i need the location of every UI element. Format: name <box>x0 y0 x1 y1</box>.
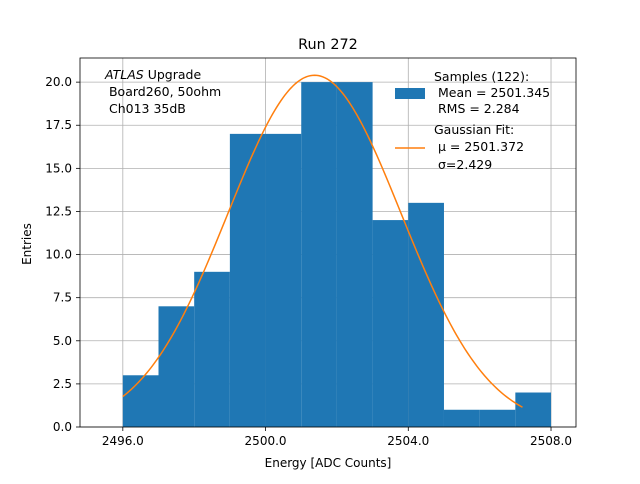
histogram-bar <box>479 409 516 427</box>
annotation-line-1: ATLAS Upgrade <box>104 67 201 82</box>
x-tick-label: 2496.0 <box>102 434 144 448</box>
histogram-bar <box>158 306 195 427</box>
y-tick-label: 20.0 <box>45 75 72 89</box>
histogram-bar <box>122 375 159 427</box>
annotation-line-3: Ch013 35dB <box>105 101 186 116</box>
legend-samples-rms: RMS = 2.284 <box>434 101 520 116</box>
y-tick-label: 7.5 <box>53 291 72 305</box>
y-tick-label: 12.5 <box>45 204 72 218</box>
histogram-bar <box>194 271 230 427</box>
histogram-bar <box>265 133 302 428</box>
x-tick-label: 2500.0 <box>245 434 287 448</box>
y-axis-label: Entries <box>20 223 34 265</box>
x-tick-label: 2508.0 <box>530 434 572 448</box>
histogram-bar <box>515 392 552 427</box>
legend-samples-swatch <box>395 88 425 99</box>
legend-fit-label: Gaussian Fit: <box>434 122 514 137</box>
histogram-bars <box>122 82 552 428</box>
histogram-bar <box>443 409 480 427</box>
axes-frame <box>79 57 577 428</box>
y-tick-label: 10.0 <box>45 248 72 262</box>
y-tick-label: 17.5 <box>45 118 72 132</box>
annotation-atlas-italic: ATLAS <box>104 67 144 82</box>
x-axis-ticks: 2496.0 2500.0 2504.0 2508.0 <box>102 427 572 448</box>
histogram-bar <box>301 82 337 427</box>
y-axis-ticks: 0.0 2.5 5.0 7.5 10.0 12.5 15.0 17.5 20.0 <box>45 75 80 434</box>
x-tick-label: 2504.0 <box>387 434 429 448</box>
y-tick-label: 15.0 <box>45 161 72 175</box>
annotation-line-2: Board260, 50ohm <box>105 84 221 99</box>
legend-samples-mean: Mean = 2501.345 <box>434 85 550 100</box>
x-axis-label: Energy [ADC Counts] <box>265 456 392 470</box>
chart-title: Run 272 <box>298 37 358 53</box>
histogram-bar <box>229 133 266 428</box>
atlas-annotation: ATLAS Upgrade Board260, 50ohm Ch013 35dB <box>104 67 221 116</box>
y-tick-label: 5.0 <box>53 334 72 348</box>
legend-samples-label: Samples (122): <box>434 69 529 84</box>
legend-fit-mu: μ = 2501.372 <box>438 139 524 154</box>
y-tick-label: 2.5 <box>53 377 72 391</box>
y-tick-label: 0.0 <box>53 420 72 434</box>
legend: Samples (122): Mean = 2501.345 RMS = 2.2… <box>395 69 550 172</box>
legend-fit-sigma: σ=2.429 <box>438 157 492 172</box>
histogram-bar <box>372 220 409 427</box>
histogram-bar <box>408 202 444 427</box>
histogram-bar <box>336 82 373 427</box>
annotation-upgrade-text: Upgrade <box>144 67 202 82</box>
gaussian-fit-curve <box>122 74 523 408</box>
